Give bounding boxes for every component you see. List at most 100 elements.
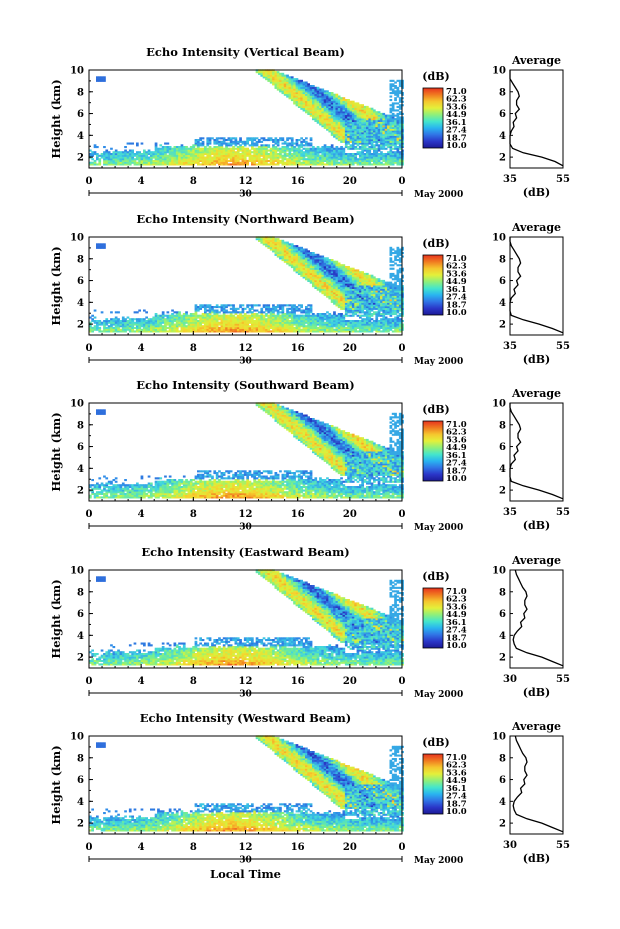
heatmap-cell — [321, 100, 325, 103]
heatmap-cell — [377, 114, 381, 117]
heatmap-cell — [342, 161, 346, 164]
heatmap-cell — [206, 306, 210, 309]
heatmap-cell — [243, 326, 247, 329]
heatmap-cell — [255, 326, 259, 329]
heatmap-cell — [314, 321, 318, 324]
heatmap-cell — [359, 104, 362, 107]
heatmap-cell — [326, 95, 329, 98]
heatmap-cell — [335, 283, 339, 286]
heatmap-cell — [349, 161, 353, 164]
heatmap-cell — [349, 306, 353, 309]
heatmap-cell — [213, 309, 217, 312]
heatmap-cell — [295, 262, 299, 265]
heatmap-cell — [175, 316, 179, 319]
heatmap-cell — [297, 260, 301, 263]
heatmap-cell — [359, 159, 362, 162]
heatmap-cell — [312, 257, 315, 260]
heatmap-cell — [333, 314, 336, 317]
heatmap-cell — [213, 326, 217, 329]
heatmap-cell — [175, 318, 179, 321]
heatmap-cell — [351, 156, 355, 159]
heatmap-cell — [297, 88, 301, 91]
heatmap-cell — [215, 330, 219, 333]
heatmap-cell — [340, 330, 343, 333]
heatmap-cell — [312, 146, 315, 149]
heatmap-cell — [396, 146, 400, 149]
heatmap-cell — [356, 285, 360, 288]
heatmap-cell — [314, 158, 318, 161]
heatmap-cell — [312, 330, 315, 333]
heatmap-cell — [391, 104, 395, 107]
heatmap-cell — [401, 123, 404, 126]
heatmap-cell — [182, 151, 186, 154]
heatmap-cell — [316, 264, 320, 267]
heatmap-cell — [319, 158, 322, 161]
heatmap-cell — [225, 323, 228, 326]
heatmap-cell — [328, 112, 332, 115]
heatmap-cell — [258, 325, 261, 328]
heatmap-cell — [307, 85, 310, 88]
heatmap-cell — [312, 314, 315, 317]
heatmap-cell — [319, 283, 322, 286]
heatmap-cell — [359, 105, 362, 108]
heatmap-cell — [157, 328, 160, 331]
heatmap-cell — [377, 158, 381, 161]
heatmap-cell — [267, 149, 271, 152]
heatmap-cell — [309, 92, 313, 95]
heatmap-cell — [112, 151, 116, 154]
heatmap-cell — [272, 304, 275, 307]
heatmap-cell — [283, 253, 287, 256]
heatmap-cell — [342, 119, 346, 122]
heatmap-cell — [359, 272, 362, 275]
heatmap-cell — [356, 323, 360, 326]
heatmap-cell — [288, 163, 292, 166]
heatmap-cell — [288, 311, 292, 314]
heatmap-cell — [356, 276, 360, 279]
heatmap-cell — [382, 158, 386, 161]
heatmap-cell — [100, 156, 104, 159]
heatmap-cell — [241, 147, 245, 150]
heatmap-cell — [314, 259, 318, 262]
heatmap-cell — [194, 139, 198, 142]
heatmap-cell — [159, 325, 163, 328]
heatmap-cell — [396, 135, 400, 138]
heatmap-cell — [201, 144, 205, 147]
heatmap-cell — [359, 271, 362, 274]
heatmap-cell — [192, 153, 195, 156]
heatmap-cell — [347, 293, 350, 296]
heatmap-cell — [347, 163, 350, 166]
heatmap-cell — [363, 293, 367, 296]
heatmap-cell — [89, 321, 92, 324]
heatmap-cell — [225, 318, 228, 321]
heatmap-cell — [319, 161, 322, 164]
heatmap-cell — [366, 142, 369, 145]
heatmap-cell — [316, 100, 320, 103]
heatmap-cell — [307, 144, 310, 147]
heatmap-cell — [356, 114, 360, 117]
heatmap-cell — [267, 323, 271, 326]
heatmap-cell — [323, 278, 327, 281]
heatmap-cell — [368, 328, 372, 331]
avg-x-tick-label: 35 — [503, 174, 517, 185]
heatmap-cell — [321, 320, 325, 323]
heatmap-cell — [145, 153, 148, 156]
heatmap-cell — [206, 309, 210, 312]
heatmap-cell — [232, 323, 235, 326]
heatmap-cell — [321, 159, 325, 162]
heatmap-cell — [305, 307, 308, 310]
heatmap-cell — [197, 154, 200, 157]
heatmap-cell — [335, 159, 339, 162]
heatmap-cell — [361, 271, 364, 274]
heatmap-cell — [323, 126, 327, 129]
heatmap-cell — [319, 123, 322, 126]
heatmap-cell — [389, 92, 393, 95]
heatmap-cell — [272, 243, 275, 246]
heatmap-cell — [366, 132, 369, 135]
heatmap-cell — [239, 325, 242, 328]
heatmap-cell — [236, 149, 240, 152]
heatmap-cell — [328, 316, 332, 319]
heatmap-cell — [89, 153, 92, 156]
heatmap-cell — [267, 139, 271, 142]
heatmap-cell — [337, 295, 341, 298]
heatmap-cell — [295, 81, 299, 84]
